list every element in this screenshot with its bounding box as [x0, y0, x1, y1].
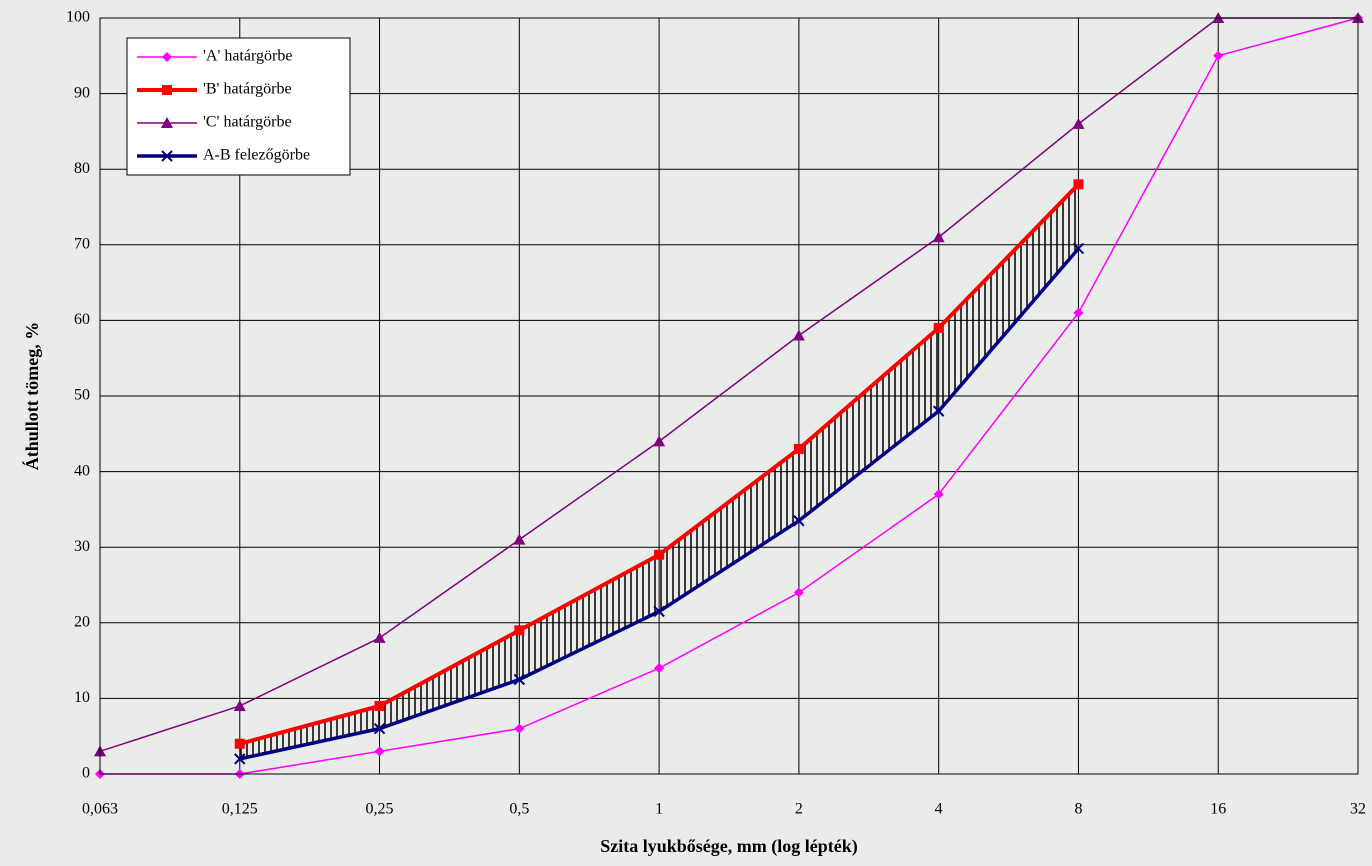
y-tick-label: 20 — [74, 613, 90, 630]
y-tick-label: 70 — [74, 235, 90, 252]
x-tick-label: 0,125 — [222, 801, 258, 818]
legend-label: 'C' határgörbe — [203, 114, 292, 131]
legend-label: 'A' határgörbe — [203, 48, 292, 65]
x-tick-label: 0,5 — [509, 801, 529, 818]
y-axis-label: Áthullott tömeg, % — [21, 322, 42, 470]
marker — [654, 550, 664, 560]
marker — [514, 625, 524, 635]
legend-label: 'B' határgörbe — [203, 81, 292, 98]
legend-marker — [162, 85, 172, 95]
x-tick-label: 32 — [1350, 801, 1366, 818]
marker — [235, 739, 245, 749]
x-tick-label: 8 — [1074, 801, 1082, 818]
marker — [1073, 179, 1083, 189]
x-axis-label: Szita lyukbősége, mm (log lépték) — [600, 836, 857, 857]
y-tick-label: 100 — [66, 9, 90, 26]
y-tick-label: 60 — [74, 311, 90, 328]
y-tick-label: 80 — [74, 160, 90, 177]
marker — [934, 323, 944, 333]
x-tick-label: 2 — [795, 801, 803, 818]
marker — [375, 701, 385, 711]
y-tick-label: 30 — [74, 538, 90, 555]
x-tick-label: 0,063 — [82, 801, 118, 818]
y-tick-label: 50 — [74, 387, 90, 404]
legend-label: A-B felezőgörbe — [203, 147, 310, 164]
marker — [794, 444, 804, 454]
x-tick-label: 0,25 — [366, 801, 394, 818]
chart: Szita lyukbősége, mm (log lépték) Áthull… — [0, 0, 1372, 866]
y-tick-label: 90 — [74, 84, 90, 101]
x-tick-label: 16 — [1210, 801, 1226, 818]
y-tick-label: 40 — [74, 462, 90, 479]
x-tick-label: 4 — [935, 801, 943, 818]
x-tick-label: 1 — [655, 801, 663, 818]
y-tick-label: 0 — [82, 765, 90, 782]
y-tick-label: 10 — [74, 689, 90, 706]
